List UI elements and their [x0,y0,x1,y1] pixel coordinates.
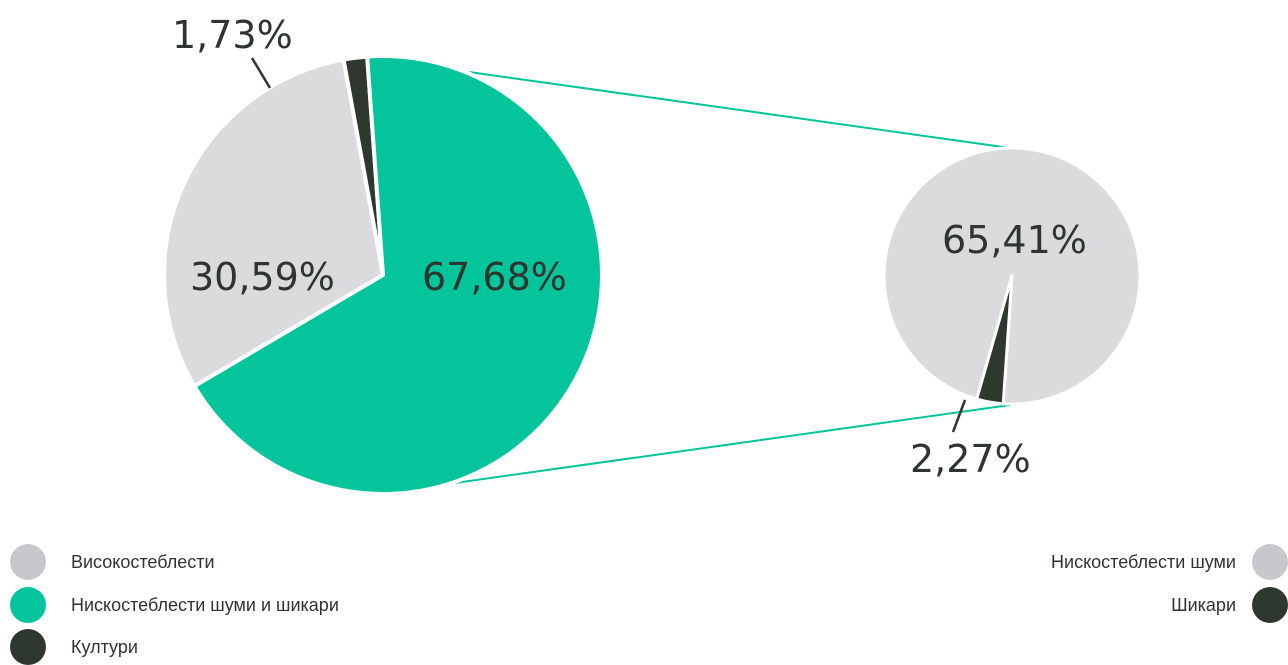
data-label-crops: 1,73% [172,13,293,57]
slice-shrubs [975,274,1014,406]
legend-swatch-crops [10,629,46,665]
leader-line-crops [250,57,272,89]
legend-swatch-low-forests [1252,544,1288,580]
data-label-high-forests: 30,59% [190,255,335,299]
pie-of-pie-chart: 30,59% 67,68% 1,73% 65,41% 2,27% [162,13,1142,496]
legend-label-low-forests-shrubs: Нискостеблести шуми и шикари [71,594,339,615]
leader-line-shrubs [951,399,967,433]
legend-label-low-forests: Нискостеблести шуми [1051,551,1236,572]
data-label-low-forests: 65,41% [942,218,1087,262]
legend-item-shrubs: Шикари [1171,587,1288,623]
connector-line-top [454,69,1011,149]
legend-swatch-low-forests-shrubs [10,587,46,623]
legend-item-crops: Култури [10,629,138,665]
slice-low-forests-shrubs [192,54,604,496]
legend-swatch-shrubs [1252,587,1288,623]
legend-swatch-high-forests [10,544,46,580]
legend-label-shrubs: Шикари [1171,594,1236,615]
slice-high-forests [162,57,385,389]
legend-item-low-forests: Нискостеблести шуми [1051,544,1288,580]
legend-label-high-forests: Високостеблести [71,551,215,572]
data-label-shrubs: 2,27% [910,437,1031,481]
data-label-low-forests-shrubs: 67,68% [422,255,567,299]
legend-item-high-forests: Високостеблести [10,544,215,580]
legend-label-crops: Култури [71,636,138,657]
legend-item-low-forests-shrubs: Нискостеблести шуми и шикари [10,587,339,623]
connector-line-bottom [454,404,1011,484]
